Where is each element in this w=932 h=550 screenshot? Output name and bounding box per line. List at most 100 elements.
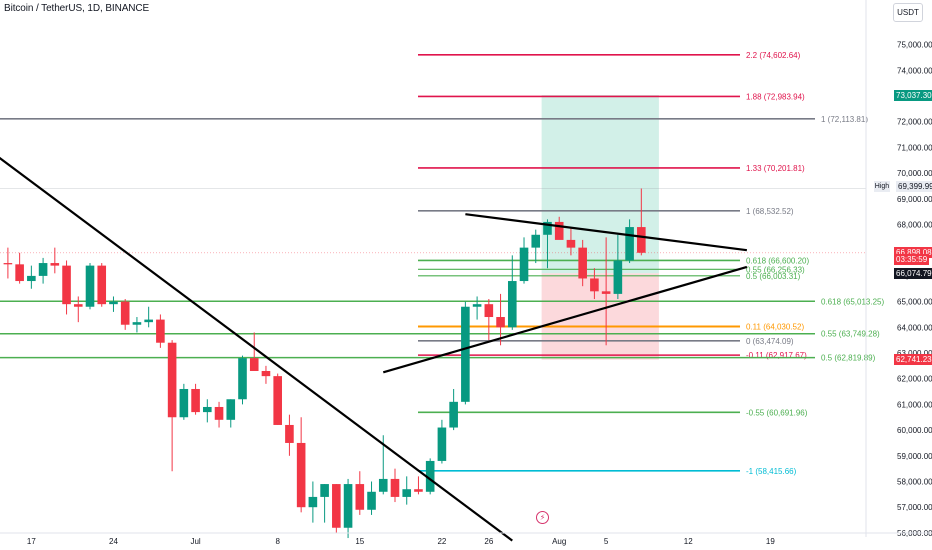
candle-body [167, 342, 177, 418]
candle-body [144, 319, 153, 323]
candle-body [308, 496, 318, 508]
candle-body [332, 484, 341, 528]
price-axis-tick: 64,000.00 [897, 323, 932, 332]
candle-body [625, 227, 634, 261]
time-axis-tick: 5 [604, 537, 609, 546]
candle-body [601, 291, 611, 294]
candle-body [507, 281, 517, 328]
fib-level-label: 0.55 (63,749.28) [821, 330, 880, 339]
candle-body [214, 406, 224, 420]
price-tag: 03:35:59 [894, 253, 930, 265]
time-axis-tick: Jul [190, 537, 200, 546]
candle-body [156, 319, 165, 343]
candle-body [203, 406, 212, 413]
price-axis-tick: 60,000.00 [897, 426, 932, 435]
candle-body [285, 424, 294, 443]
price-axis-tick: 70,000.00 [897, 169, 932, 178]
fib-level-label: 1 (68,532.52) [746, 207, 794, 216]
fib-level-label: 1.88 (72,983.94) [746, 92, 805, 101]
candle-body [132, 322, 142, 325]
price-axis-tick: 68,000.00 [897, 221, 932, 230]
fib-level-label: -0.11 (62,917.67) [746, 351, 807, 360]
symbol-title[interactable]: Bitcoin / TetherUS, 1D, BINANCE [4, 3, 150, 14]
time-axis-tick: 15 [355, 537, 364, 546]
candle-body [62, 265, 71, 305]
price-axis-tick: 72,000.00 [897, 118, 932, 127]
fib-level-label: 2.2 (74,602.64) [746, 51, 801, 60]
triangle-lower-line [382, 265, 748, 374]
candle-body [484, 304, 494, 318]
fib-level-label: -0.55 (60,691.96) [746, 408, 808, 417]
candle-body [355, 484, 365, 510]
candle-body [378, 478, 388, 492]
candle-body [320, 484, 329, 497]
price-axis-tick: 59,000.00 [897, 452, 932, 461]
candle-body [191, 388, 200, 413]
time-axis-tick: 26 [484, 537, 493, 546]
fib-level-label: 0.11 (64,030.52) [746, 323, 804, 332]
time-axis-tick: 22 [437, 537, 446, 546]
candle-body [590, 278, 599, 292]
currency-button[interactable]: USDT [893, 3, 923, 22]
price-axis-tick: 65,000.00 [897, 298, 932, 307]
price-tag: 62,741.23 [894, 354, 932, 366]
candle-body [637, 227, 646, 253]
candle-body [496, 317, 505, 328]
candle-body [97, 265, 107, 305]
fib-level-label: -1 (58,415.66) [746, 467, 797, 476]
fib-level-label: 1.33 (70,201.81) [746, 164, 805, 173]
candle-body [613, 260, 623, 294]
candle-body [109, 301, 118, 305]
candle-body [390, 478, 400, 497]
candle-body [38, 263, 48, 276]
candle-body [425, 460, 435, 492]
time-axis-tick: Aug [552, 537, 566, 546]
price-axis-tick: 71,000.00 [897, 143, 932, 152]
candle-body [27, 275, 36, 282]
candle-body [461, 306, 470, 402]
candle-body [543, 221, 552, 235]
price-tag: 66,898.08 [894, 247, 932, 259]
candle-body [554, 221, 564, 240]
candle-body [273, 376, 282, 425]
price-axis-tick: 61,000.00 [897, 400, 932, 409]
stop-zone [541, 273, 659, 360]
candle-body [531, 234, 541, 248]
price-tag: 73,037.30 [894, 89, 932, 101]
candle-body [578, 247, 587, 279]
candle-body [367, 491, 376, 510]
fib-level-label: 0.618 (65,013.25) [821, 297, 884, 306]
price-axis-tick: 69,000.00 [897, 195, 932, 204]
candle-body [261, 370, 271, 377]
time-axis-tick: 12 [684, 537, 693, 546]
flash-event-icon[interactable]: ⚡ [536, 511, 549, 524]
candle-body [120, 301, 130, 325]
time-axis-tick: 19 [766, 537, 775, 546]
price-tag: 66,074.79 [894, 268, 932, 280]
high-label: High [874, 181, 890, 192]
candle-body [15, 264, 24, 282]
candle-body [249, 358, 259, 371]
candle-body [402, 489, 412, 497]
time-axis-tick: 17 [27, 537, 36, 546]
candle-body [449, 401, 458, 428]
price-axis-tick: 63,000.00 [897, 349, 932, 358]
fib-level-label: 0.5 (66,003.31) [746, 272, 801, 281]
price-axis-tick: 75,000.00 [897, 41, 932, 50]
candle-body [226, 399, 236, 420]
candle-body [566, 239, 576, 248]
fib-level-label: 1 (72,113.81) [821, 115, 868, 124]
candle-body [296, 442, 306, 508]
candle-body [414, 489, 423, 492]
candle-body [343, 484, 353, 528]
candle-body [50, 263, 60, 266]
candle-body [472, 304, 482, 307]
fib-level-label: 0 (63,474.09) [746, 337, 794, 346]
candle-body [3, 263, 13, 265]
downtrend-line [0, 156, 513, 542]
candle-body [238, 358, 247, 400]
fib-level-label: 0.5 (62,819.89) [821, 354, 876, 363]
fib-level-label: 0.55 (66,256.33) [746, 265, 805, 274]
